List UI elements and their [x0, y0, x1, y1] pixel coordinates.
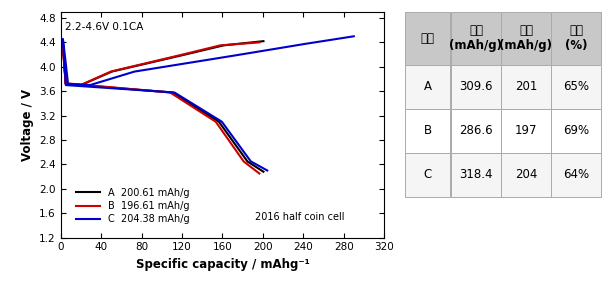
Text: B: B — [424, 124, 432, 138]
Text: 충전
(mAh/g): 충전 (mAh/g) — [449, 24, 503, 52]
Text: 201: 201 — [515, 80, 537, 94]
Bar — [451, 12, 501, 65]
Bar — [405, 109, 450, 153]
Text: 2016 half coin cell: 2016 half coin cell — [255, 212, 344, 222]
Text: 309.6: 309.6 — [459, 80, 493, 94]
Text: 65%: 65% — [563, 80, 589, 94]
Bar — [501, 109, 551, 153]
Text: 69%: 69% — [563, 124, 589, 138]
Bar — [405, 12, 450, 65]
Text: 197: 197 — [515, 124, 537, 138]
Bar — [551, 109, 601, 153]
Bar — [501, 12, 551, 65]
Bar — [451, 109, 501, 153]
Y-axis label: Voltage / V: Voltage / V — [21, 89, 33, 161]
Text: A: A — [424, 80, 432, 94]
Text: 조성: 조성 — [421, 32, 435, 45]
Text: 318.4: 318.4 — [459, 168, 493, 181]
Text: 효율
(%): 효율 (%) — [565, 24, 587, 52]
Bar — [551, 12, 601, 65]
Bar — [551, 153, 601, 197]
Text: 204: 204 — [515, 168, 537, 181]
Bar — [405, 153, 450, 197]
X-axis label: Specific capacity / mAhg⁻¹: Specific capacity / mAhg⁻¹ — [135, 258, 310, 271]
Legend: A  200.61 mAh/g, B  196.61 mAh/g, C  204.38 mAh/g: A 200.61 mAh/g, B 196.61 mAh/g, C 204.38… — [72, 184, 194, 228]
Bar — [501, 153, 551, 197]
Bar — [451, 65, 501, 109]
Text: 방전
(mAh/g): 방전 (mAh/g) — [500, 24, 552, 52]
Bar — [551, 65, 601, 109]
Bar — [405, 65, 450, 109]
Text: 64%: 64% — [563, 168, 589, 181]
Text: 2.2-4.6V 0.1CA: 2.2-4.6V 0.1CA — [65, 22, 143, 32]
Text: 286.6: 286.6 — [459, 124, 493, 138]
Text: C: C — [423, 168, 432, 181]
Bar — [501, 65, 551, 109]
Bar — [451, 153, 501, 197]
